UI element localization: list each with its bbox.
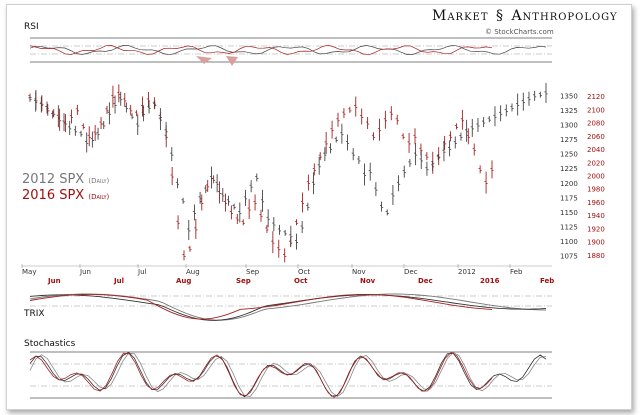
rsi-2012-line [29,44,547,56]
x-top-tick-label: Oct [298,268,310,276]
y-left-tick-label: 1275 [560,136,578,144]
y-left-tick-label: 1150 [560,209,578,217]
y-right-tick-label: 2020 [587,159,605,167]
legend-2012: 2012 SPX (Daily) [22,172,109,187]
trix-2016-line [29,293,493,320]
y-right-tick-label: 2000 [587,173,605,181]
stoch-2012-d [29,351,547,398]
y-left-tick-label: 1175 [560,194,578,202]
x-bottom-tick-label: 2016 [480,277,500,285]
x-bottom-tick-label: Dec [418,277,433,285]
x-bottom-tick-label: Jul [113,277,124,285]
x-top-tick-label: Dec [404,268,418,276]
y-left-tick-label: 1125 [560,224,578,232]
y-right-tick-label: 1900 [587,239,605,247]
y-right-tick-label: 2040 [587,146,605,154]
y-right-tick-label: 2100 [587,106,605,114]
y-right-tick-label: 1920 [587,225,605,233]
y-right-tick-label: 2080 [587,120,605,128]
brand-title: Market § Anthropology [432,8,618,24]
x-top-tick-label: Jul [137,268,147,276]
x-bottom-tick-label: Feb [540,277,554,285]
x-top-tick-label: 2012 [458,268,476,276]
x-top-tick-label: Sep [246,268,260,276]
x-top-tick-label: Nov [352,268,366,276]
legend-2016-label: 2016 SPX [22,188,85,203]
chart-frame [6,4,632,410]
x-bottom-tick-label: Sep [236,277,251,285]
x-bottom-tick-label: Nov [360,277,376,285]
x-bottom-tick-label: Aug [176,277,191,285]
y-right-tick-label: 1880 [587,252,605,260]
trix-2012-signal [29,294,547,321]
legend-2012-label: 2012 SPX [22,172,85,187]
y-left-tick-label: 1200 [560,180,578,188]
legend-2016: 2016 SPX (Daily) [22,188,109,203]
y-right-tick-label: 2060 [587,133,605,141]
dna-icon: § [495,8,504,24]
brand-title-left: Market [432,8,489,24]
y-left-tick-label: 1325 [560,107,578,115]
rsi-2016-line [29,44,493,56]
rsi-label: RSI [24,22,39,32]
trix-label: TRIX [24,309,45,319]
brand-title-right: Anthropology [511,8,618,24]
legend-2012-sub: (Daily) [88,177,110,185]
y-right-tick-label: 1940 [587,212,605,220]
x-top-tick-label: Aug [186,268,200,276]
y-left-tick-label: 1225 [560,165,578,173]
y-left-tick-label: 1075 [560,253,578,261]
y-right-tick-label: 1960 [587,199,605,207]
y-left-tick-label: 1100 [560,238,578,246]
y-left-tick-label: 1350 [560,92,578,100]
legend-2016-sub: (Daily) [88,193,110,201]
x-bottom-tick-label: Jun [47,277,61,285]
y-right-tick-label: 1980 [587,186,605,194]
x-top-tick-label: Jun [79,268,91,276]
stoch-2016-k [29,352,493,398]
stoch-2012-k [29,352,547,397]
x-top-tick-label: May [22,268,36,276]
x-bottom-tick-label: Oct [294,277,308,285]
x-top-tick-label: Feb [510,268,523,276]
rsi-oversold-fill [196,56,212,64]
y-left-tick-label: 1250 [560,151,578,159]
stockcharts-credit: © StockCharts.com [485,28,554,36]
y-right-tick-label: 2120 [587,93,605,101]
stochastics-label: Stochastics [24,339,76,349]
rsi-oversold-fill-2 [226,56,238,66]
y-left-tick-label: 1300 [560,121,578,129]
